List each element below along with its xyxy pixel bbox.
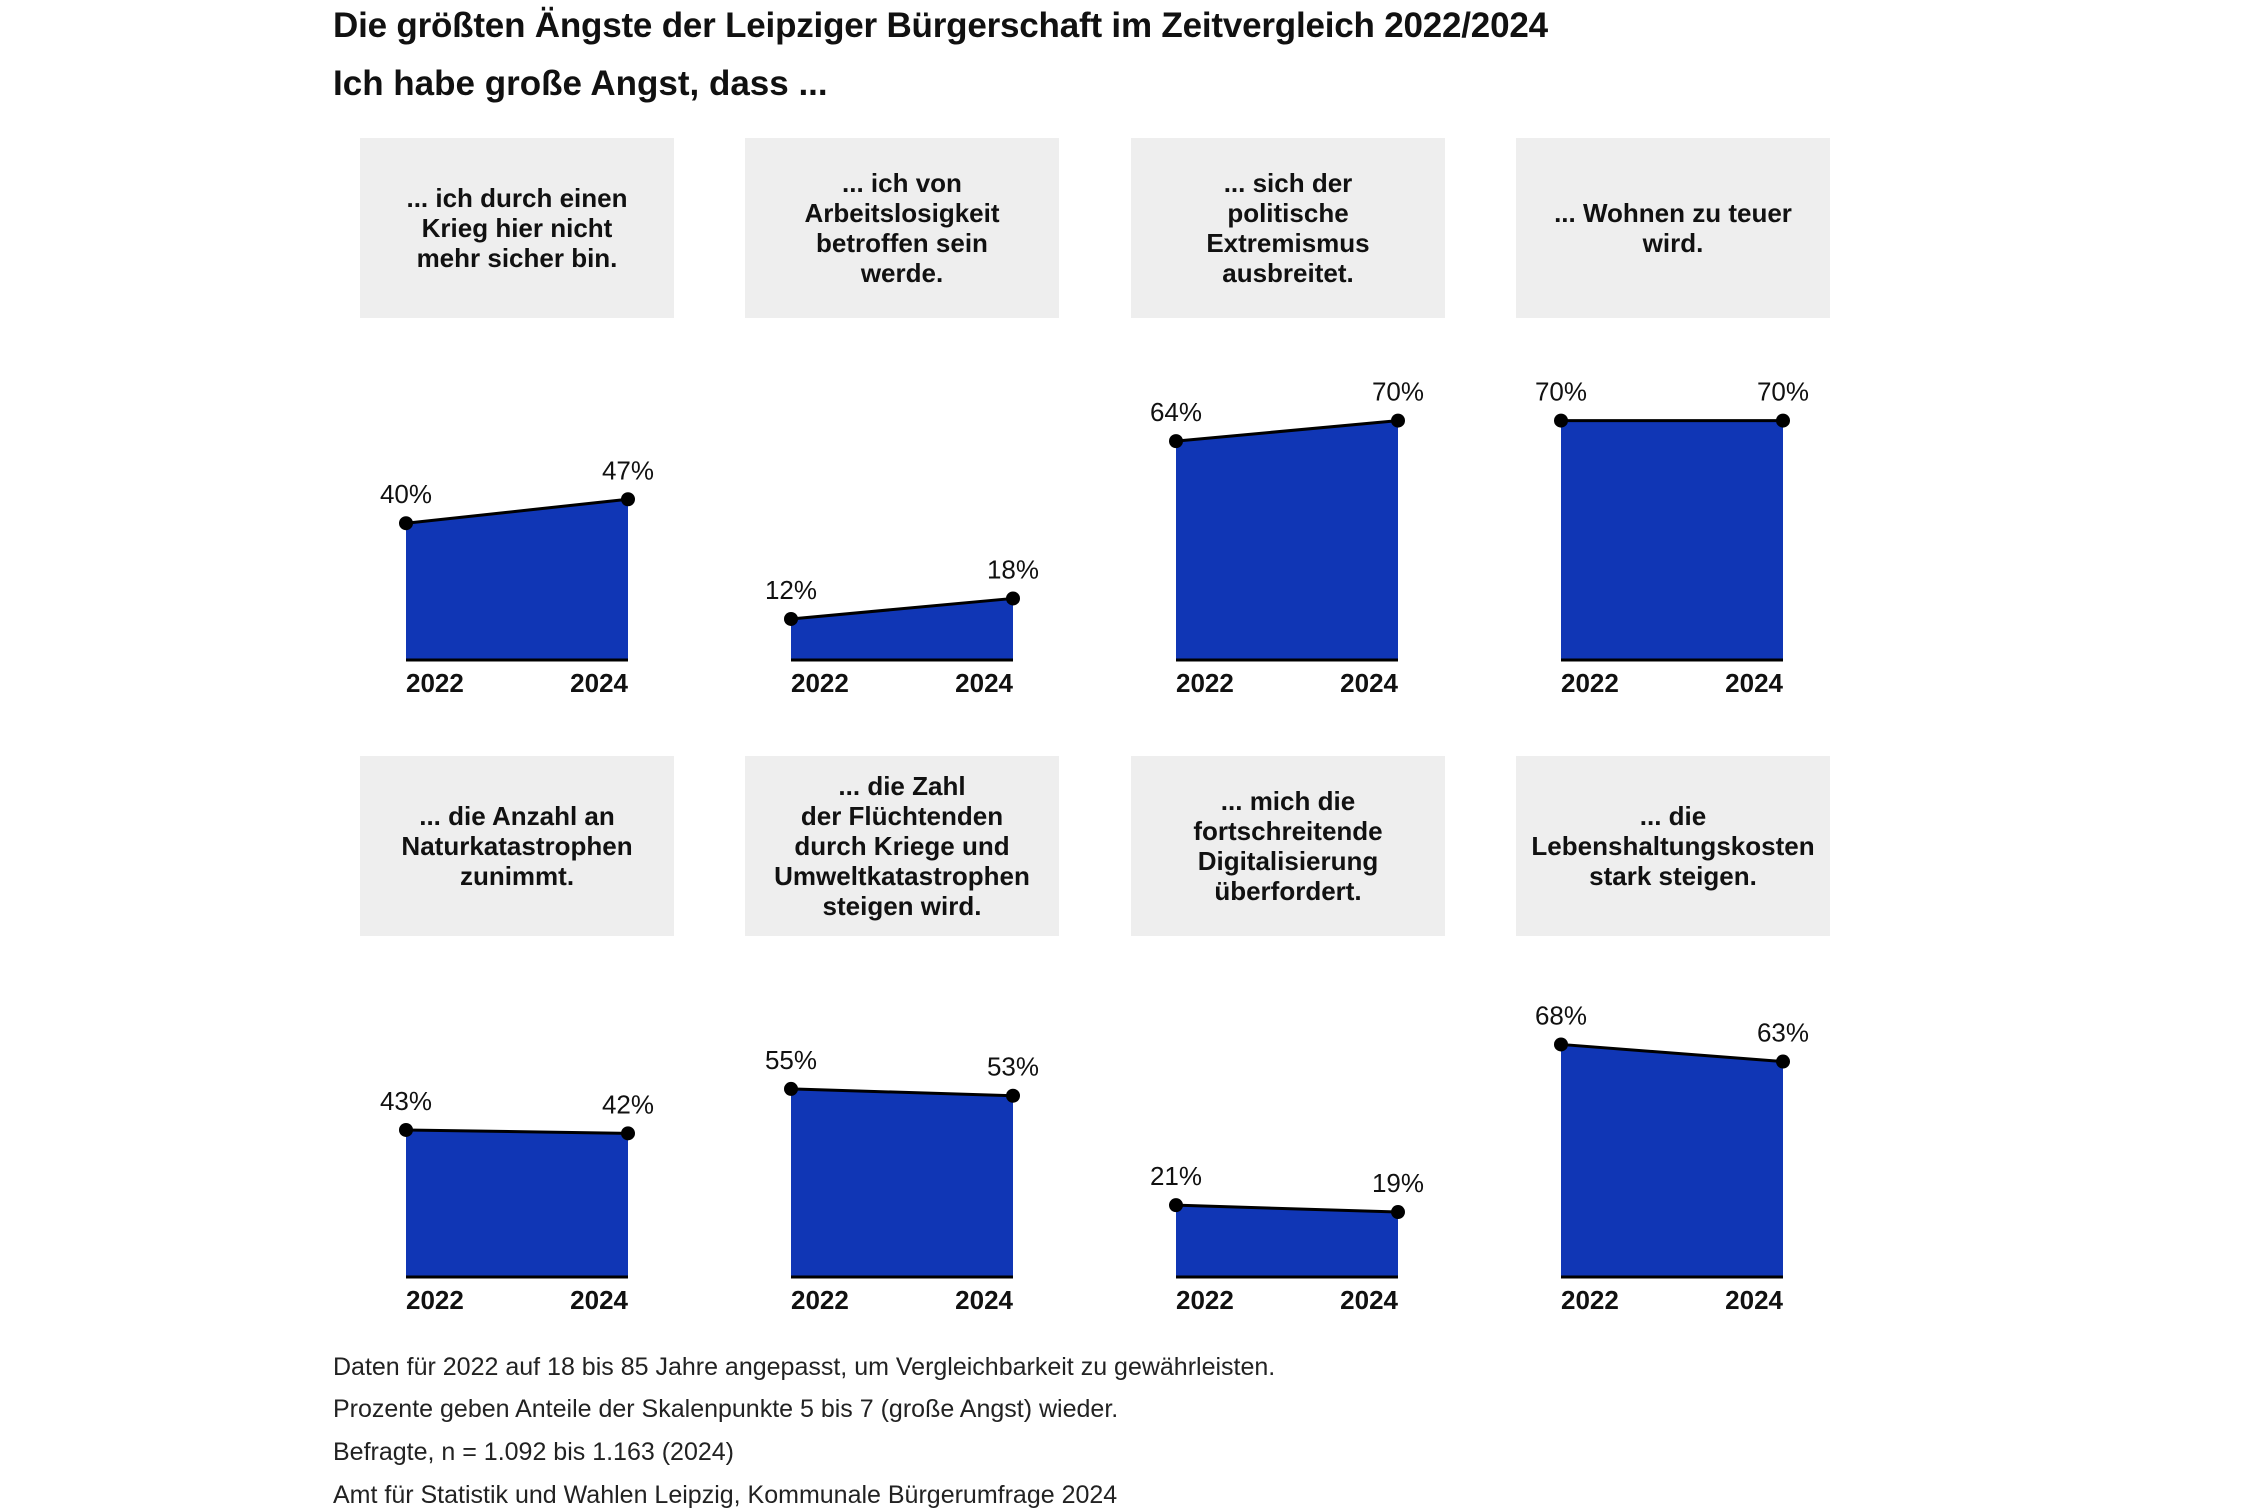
data-point-2022 [1169, 434, 1183, 449]
value-label-2022: 12% [765, 575, 817, 605]
data-point-2024 [1391, 413, 1405, 428]
value-label-2024: 70% [1757, 377, 1809, 407]
area-fill [1561, 420, 1783, 660]
data-point-2022 [399, 516, 413, 531]
chart-subtitle: Ich habe große Angst, dass ... [333, 64, 828, 103]
value-label-2024: 19% [1372, 1168, 1424, 1198]
footer-source: Amt für Statistik und Wahlen Leipzig, Ko… [333, 1481, 1118, 1509]
trend-line [1175, 419, 1399, 443]
value-label-2024: 42% [602, 1089, 654, 1119]
question-box-living-costs: ... die Lebenshaltungskosten stark steig… [1516, 756, 1830, 936]
question-box-unemployment: ... ich von Arbeitslosigkeit betroffen s… [745, 138, 1059, 318]
data-point-2024 [1006, 1088, 1020, 1103]
data-point-2022 [784, 1081, 798, 1096]
value-label-2022: 70% [1535, 377, 1587, 407]
x-tick-label-2024: 2024 [570, 668, 628, 698]
area-fill [1561, 1044, 1783, 1277]
x-tick-label-2022: 2022 [406, 668, 464, 698]
trend-line [1560, 1042, 1784, 1064]
chart-title: Die größten Ängste der Leipziger Bürgers… [333, 6, 1548, 45]
x-tick-label-2024: 2024 [955, 1285, 1013, 1315]
footer-note-sample-size: Befragte, n = 1.092 bis 1.163 (2024) [333, 1438, 734, 1466]
x-tick-label-2022: 2022 [1561, 668, 1619, 698]
footer-note-scale: Prozente geben Anteile der Skalenpunkte … [333, 1395, 1119, 1423]
question-box-housing: ... Wohnen zu teuer wird. [1516, 138, 1830, 318]
trend-line [405, 1128, 629, 1135]
area-fill [1176, 420, 1398, 660]
question-box-refugees: ... die Zahl der Flüchtenden durch Krieg… [745, 756, 1059, 936]
trend-line [405, 497, 629, 525]
data-point-2024 [1776, 413, 1790, 428]
x-tick-label-2022: 2022 [791, 668, 849, 698]
data-point-2022 [784, 611, 798, 626]
x-tick-label-2022: 2022 [791, 1285, 849, 1315]
footer-note-age-adjustment: Daten für 2022 auf 18 bis 85 Jahre angep… [333, 1353, 1276, 1381]
value-label-2024: 47% [602, 455, 654, 485]
data-point-2022 [1554, 1037, 1568, 1052]
value-label-2024: 63% [1757, 1018, 1809, 1048]
data-point-2024 [621, 492, 635, 507]
data-point-2022 [1169, 1198, 1183, 1213]
x-tick-label-2022: 2022 [1176, 1285, 1234, 1315]
value-label-2022: 43% [380, 1086, 432, 1116]
x-tick-label-2024: 2024 [1340, 1285, 1398, 1315]
value-label-2024: 18% [987, 554, 1039, 584]
area-fill [791, 1088, 1013, 1277]
x-tick-label-2022: 2022 [1561, 1285, 1619, 1315]
data-point-2024 [621, 1126, 635, 1141]
x-tick-label-2024: 2024 [1340, 668, 1398, 698]
trend-line [1175, 1203, 1399, 1214]
area-fill [406, 499, 628, 660]
data-point-2022 [1554, 413, 1568, 428]
x-tick-label-2024: 2024 [570, 1285, 628, 1315]
value-label-2022: 21% [1150, 1161, 1202, 1191]
area-fill [406, 1129, 628, 1277]
value-label-2022: 68% [1535, 1000, 1587, 1030]
data-point-2024 [1391, 1205, 1405, 1220]
x-tick-label-2024: 2024 [1725, 668, 1783, 698]
trend-line [790, 596, 1014, 621]
value-label-2024: 70% [1372, 377, 1424, 407]
value-label-2022: 55% [765, 1045, 817, 1075]
x-tick-label-2024: 2024 [1725, 1285, 1783, 1315]
data-point-2024 [1776, 1054, 1790, 1069]
question-box-extremism: ... sich der politische Extremismus ausb… [1131, 138, 1445, 318]
value-label-2022: 40% [380, 479, 432, 509]
x-tick-label-2022: 2022 [406, 1285, 464, 1315]
question-box-war: ... ich durch einen Krieg hier nicht meh… [360, 138, 674, 318]
x-tick-label-2022: 2022 [1176, 668, 1234, 698]
data-point-2024 [1006, 591, 1020, 606]
x-tick-label-2024: 2024 [955, 668, 1013, 698]
value-label-2024: 53% [987, 1052, 1039, 1082]
value-label-2022: 64% [1150, 397, 1202, 427]
trend-line [790, 1087, 1014, 1098]
data-point-2022 [399, 1122, 413, 1137]
area-fill [1176, 1205, 1398, 1277]
question-box-digitalization: ... mich die fortschreitende Digitalisie… [1131, 756, 1445, 936]
question-box-natural-disasters: ... die Anzahl an Naturkatastrophen zuni… [360, 756, 674, 936]
